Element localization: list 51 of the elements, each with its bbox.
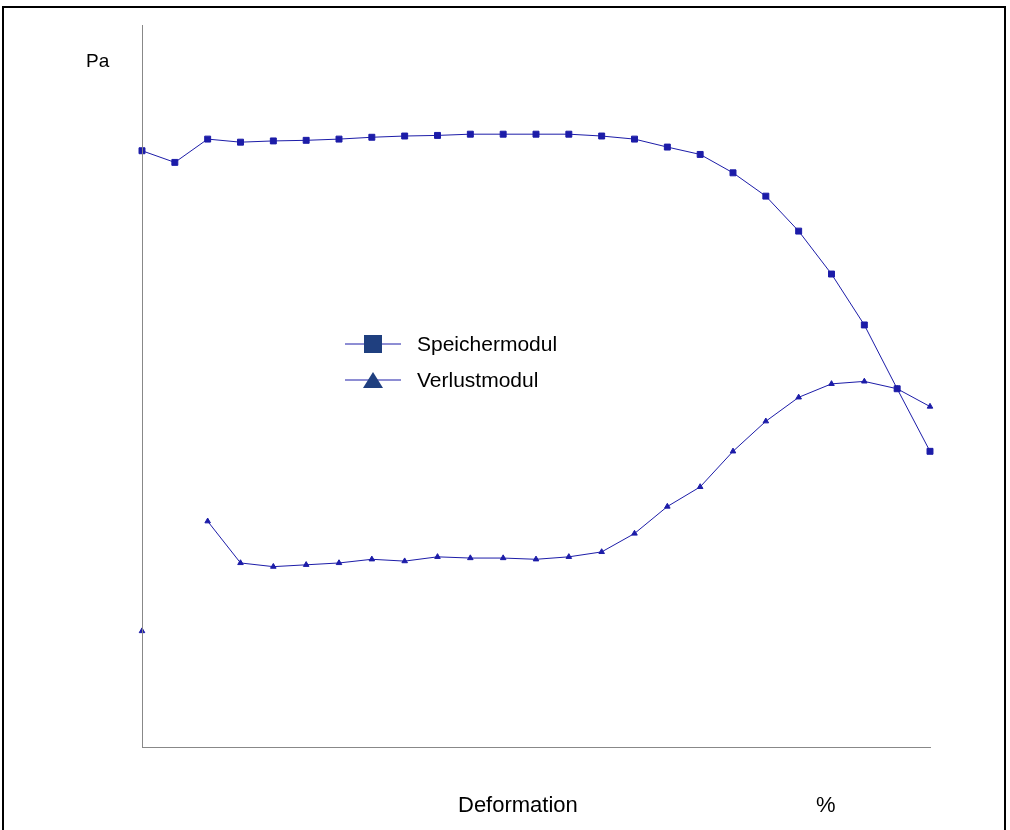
point: [565, 553, 573, 559]
point: [598, 132, 606, 140]
point: [269, 137, 277, 145]
point: [926, 447, 934, 455]
legend-label: Speichermodul: [417, 332, 558, 356]
point: [762, 417, 770, 424]
point: [302, 561, 310, 567]
point: [861, 377, 868, 384]
point: [696, 483, 704, 489]
point: [434, 131, 441, 139]
point: [729, 447, 737, 454]
point: [401, 132, 409, 140]
point: [434, 553, 441, 559]
point: [401, 557, 408, 564]
point: [499, 130, 507, 138]
point: [467, 554, 474, 561]
point: [631, 529, 638, 536]
point: [795, 393, 802, 400]
point: [631, 135, 638, 143]
point: [204, 135, 212, 143]
point: [499, 554, 507, 561]
point: [696, 150, 704, 158]
point: [762, 192, 770, 200]
point: [795, 227, 803, 235]
point: [598, 548, 605, 555]
point: [828, 380, 835, 386]
point: [565, 130, 573, 138]
point: [138, 147, 146, 155]
point: [335, 135, 343, 143]
point: [270, 562, 277, 569]
point: [302, 136, 310, 144]
point: [368, 555, 376, 562]
point: [860, 321, 868, 329]
y-axis-title: Pa: [86, 50, 110, 72]
x-axis-title: Deformation: [458, 792, 578, 818]
point: [466, 130, 474, 138]
point: [729, 169, 737, 177]
point: [171, 158, 179, 166]
point: [532, 555, 540, 562]
point: [663, 143, 671, 151]
legend-label: Verlustmodul: [417, 368, 539, 392]
point: [237, 138, 244, 146]
text: %: [816, 792, 836, 818]
point: [664, 502, 671, 509]
point: [335, 559, 343, 566]
point: [237, 559, 244, 566]
point: [204, 517, 211, 524]
point: [926, 402, 934, 409]
point: [368, 133, 376, 141]
point: [828, 270, 835, 278]
point: [532, 130, 540, 138]
